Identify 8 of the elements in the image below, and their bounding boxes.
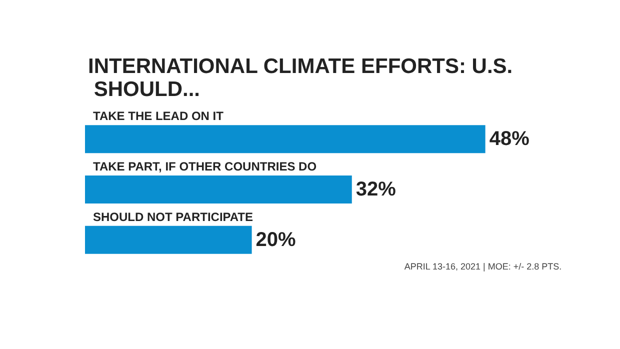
y-tick-label: TAKE THE LEAD ON IT — [93, 109, 224, 124]
y-tick-label: SHOULD NOT PARTICIPATE — [93, 210, 253, 224]
data-label: 48% — [489, 128, 530, 150]
chart-title: INTERNATIONAL CLIMATE EFFORTS: U.S. SHOULD... — [88, 55, 513, 101]
data-label: 32% — [356, 178, 396, 200]
data-label: 20% — [256, 228, 296, 251]
y-tick-label: TAKE PART, IF OTHER COUNTRIES DO — [93, 160, 317, 174]
text: APRIL 13-16, 2021 | MOE: +/- 2.8 PTS. — [404, 262, 562, 272]
